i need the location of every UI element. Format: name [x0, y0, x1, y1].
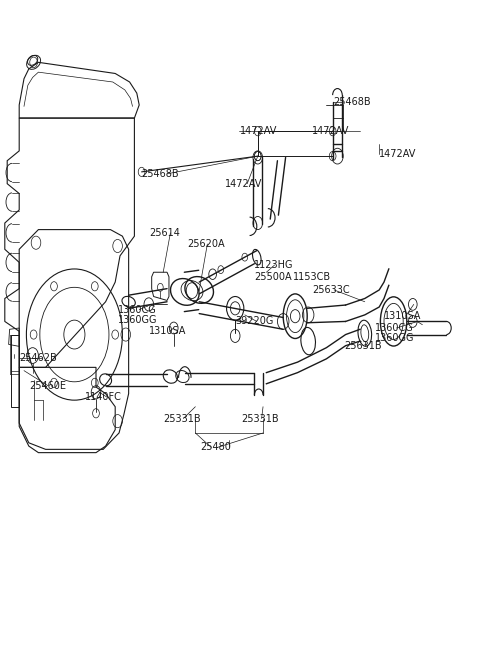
Text: 25480: 25480: [201, 442, 231, 453]
Text: 25331B: 25331B: [241, 413, 279, 424]
Text: 1310SA: 1310SA: [384, 311, 421, 321]
Text: 25500A: 25500A: [254, 272, 292, 282]
Text: 1472AV: 1472AV: [225, 178, 262, 189]
Text: 1123HG: 1123HG: [254, 260, 294, 270]
Text: 1472AV: 1472AV: [312, 126, 349, 136]
Text: 25468B: 25468B: [142, 169, 179, 179]
Text: 25620A: 25620A: [187, 239, 225, 249]
Text: 1153CB: 1153CB: [293, 272, 331, 282]
Text: 25633C: 25633C: [312, 285, 349, 295]
Text: 25460E: 25460E: [29, 380, 66, 391]
Text: 25331B: 25331B: [163, 413, 201, 424]
Text: 25631B: 25631B: [344, 341, 382, 352]
Text: 39220G: 39220G: [235, 316, 274, 327]
Text: 1360CG: 1360CG: [375, 323, 414, 333]
Text: 25462B: 25462B: [19, 352, 57, 363]
Text: 1472AV: 1472AV: [240, 126, 277, 136]
Text: 1140FC: 1140FC: [85, 392, 122, 402]
Text: 25614: 25614: [149, 228, 180, 238]
Text: 25468B: 25468B: [334, 96, 371, 107]
Text: 1472AV: 1472AV: [379, 149, 417, 159]
Text: 1310SA: 1310SA: [149, 326, 186, 337]
Text: 1360GG: 1360GG: [375, 333, 415, 344]
Text: 1360CG: 1360CG: [118, 304, 156, 315]
Text: 1360GG: 1360GG: [118, 315, 157, 325]
